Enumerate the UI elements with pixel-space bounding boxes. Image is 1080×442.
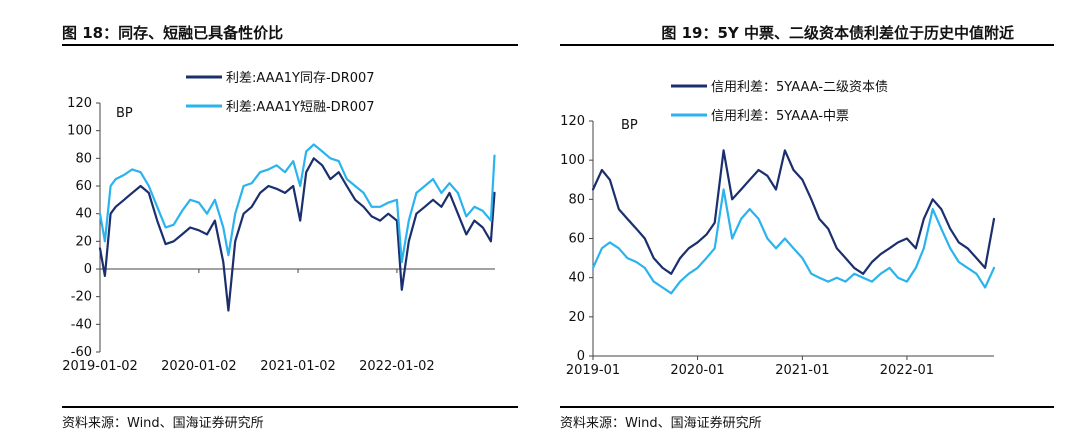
spread-line-chart-19: 0 20 40 60 80 100 120 2019-01 2020-01 2021-01 2022… xyxy=(560,80,996,378)
x-tick-label: 2020-01 xyxy=(670,363,724,378)
legend-label: 利差:AAA1Y同存-DR007 xyxy=(226,71,375,86)
series-line-1 xyxy=(591,149,996,275)
y-tick-label: 80 xyxy=(75,151,92,166)
x-tick-label: 2022-01 xyxy=(880,363,934,378)
y-tick-label: 100 xyxy=(67,124,92,139)
y-tick-label: 60 xyxy=(568,232,585,247)
legend-label: 信用利差：5YAAA-中票 xyxy=(711,109,849,124)
source-divider xyxy=(62,406,518,408)
unit-label: BP xyxy=(621,118,638,133)
y-tick-label: 40 xyxy=(75,207,92,222)
y-tick-label: -20 xyxy=(71,290,92,305)
y-tick-label: 0 xyxy=(84,262,92,277)
y-tick-label: 120 xyxy=(67,96,92,111)
left-chart-panel: 图 18：同存、短融已具备性价比 -60 -40 -20 0 20 40 60 80 100 12… xyxy=(62,24,518,431)
series-line-1 xyxy=(98,157,496,312)
x-tick-label: 2021-01 xyxy=(775,363,829,378)
right-chart-panel: 图 19：5Y 中票、二级资本债利差位于历史中值附近 0 20 40 60 80 100 1… xyxy=(540,0,1080,442)
series-line-2 xyxy=(98,143,496,264)
title-underline xyxy=(62,44,518,46)
spread-line-chart-18: -60 -40 -20 0 20 40 60 80 100 120 2019-01-02 2020-0… xyxy=(62,71,496,374)
y-tick-label: 80 xyxy=(568,192,585,207)
y-tick-label: 20 xyxy=(75,234,92,249)
series-line-2 xyxy=(591,188,996,295)
y-tick-label: 20 xyxy=(568,310,585,325)
x-tick-label: 2019-01-02 xyxy=(62,359,138,374)
y-tick-label: 60 xyxy=(75,179,92,194)
x-tick-label: 2022-01-02 xyxy=(359,359,435,374)
y-tick-label: -40 xyxy=(71,317,92,332)
y-tick-label: 40 xyxy=(568,271,585,286)
x-tick-label: 2021-01-02 xyxy=(260,359,336,374)
x-tick-label: 2019-01 xyxy=(566,363,620,378)
chart-title: 图 18：同存、短融已具备性价比 xyxy=(62,24,284,42)
legend-label: 信用利差：5YAAA-二级资本债 xyxy=(711,80,888,95)
chart-title: 图 19：5Y 中票、二级资本债利差位于历史中值附近 xyxy=(661,24,1014,42)
legend-label: 利差:AAA1Y短融-DR007 xyxy=(226,100,375,115)
y-tick-label: 0 xyxy=(577,349,585,364)
x-tick-label: 2020-01-02 xyxy=(161,359,237,374)
y-tick-label: -60 xyxy=(71,345,92,360)
y-tick-label: 100 xyxy=(560,153,585,168)
unit-label: BP xyxy=(116,106,133,121)
y-tick-label: 120 xyxy=(560,114,585,129)
source-divider xyxy=(560,406,1054,408)
source-note: 资料来源：Wind、国海证券研究所 xyxy=(560,416,762,431)
title-underline xyxy=(560,44,1054,46)
source-note: 资料来源：Wind、国海证券研究所 xyxy=(62,416,264,431)
